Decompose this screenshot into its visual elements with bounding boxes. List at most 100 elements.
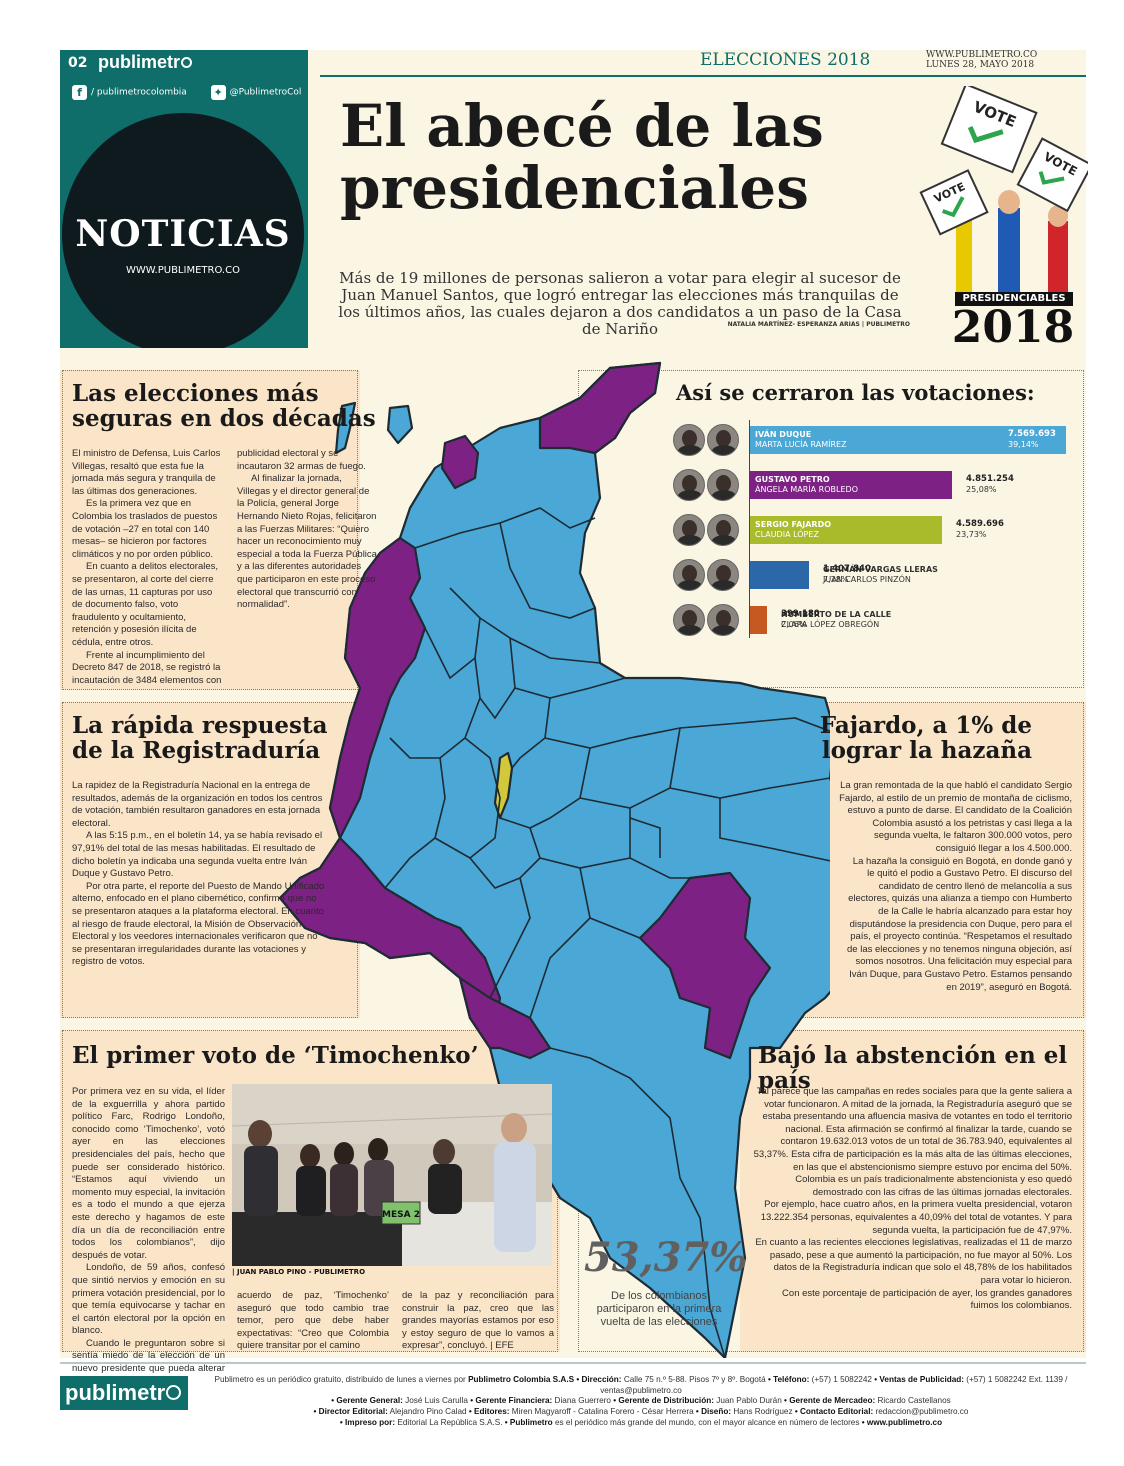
brand-name: publimetr	[98, 52, 181, 72]
footer-rule	[60, 1362, 1086, 1364]
map-region-guajira	[538, 361, 662, 455]
running-mate-photo	[707, 559, 739, 591]
column-timochenko-2: acuerdo de paz, ‘Timochenko’ aseguró que…	[237, 1290, 389, 1353]
footer-value: Miren Magyaroff - Catalina Forero - Césa…	[511, 1407, 694, 1417]
participation-caption: De los colombianos participaron en la pr…	[596, 1290, 722, 1328]
border-seguras	[62, 370, 358, 690]
panel-fajardo	[780, 702, 1086, 1018]
mesa-sign: MESA 2	[382, 1210, 420, 1220]
paragraph: El ministro de Defensa, Luis Carlos Vill…	[72, 448, 221, 497]
heading-fajardo-line-1: Fajardo, a 1% de	[819, 712, 1032, 739]
section-url[interactable]: WWW.PUBLIMETRO.CO	[126, 265, 240, 276]
heading-timochenko: El primer voto de ‘Timochenko’	[72, 1042, 479, 1069]
facebook-handle[interactable]: / publimetrocolombia	[91, 87, 187, 98]
footer-label: • Impreso por:	[339, 1417, 396, 1427]
result-bar	[750, 426, 1066, 454]
running-mate-name: JUAN CARLOS PINZÓN	[823, 575, 911, 584]
candidate-photo	[673, 424, 705, 456]
paragraph: Tal parece que las campañas en redes soc…	[753, 1086, 1072, 1173]
presidenciables-year: 2018	[951, 302, 1075, 353]
footer-site-link[interactable]: • www.publimetro.co	[861, 1417, 943, 1427]
paragraph: publicidad electoral y se incautaron 32 …	[237, 448, 366, 472]
footer-value: Editorial La República S.A.S.	[397, 1417, 503, 1427]
vote-count: 1.407.840	[823, 564, 871, 574]
participation-figure: 53,37%	[584, 1234, 748, 1281]
social-links: f / publimetrocolombia ✦ @PublimetroCol	[72, 85, 301, 100]
panel-seguras	[60, 370, 360, 690]
issue-date: LUNES 28, MAYO 2018	[926, 60, 1035, 70]
red-sleeve	[1048, 221, 1068, 296]
blue-sleeve	[998, 208, 1020, 296]
candidate-name: GUSTAVO PETRO	[755, 475, 830, 484]
brand-logo: publimetr	[98, 52, 193, 73]
section-circle: NOTICIAS WWW.PUBLIMETRO.CO	[62, 113, 304, 348]
footer-phone: (+57) 1 5082242	[811, 1375, 872, 1384]
candidate-name: GERMÁN VARGAS LLERAS	[823, 565, 938, 574]
results-title: Así se cerraron las votaciones:	[676, 380, 1035, 405]
globe-icon	[181, 57, 193, 68]
running-mate-photo	[707, 514, 739, 546]
footer-credits: Publimetro es un periódico gratuito, dis…	[196, 1375, 1086, 1429]
running-mate-photo	[707, 469, 739, 501]
footer-label: • Contacto Editorial:	[794, 1407, 874, 1417]
footer-line-2: • Gerente General: José Luis Carulla • G…	[196, 1396, 1086, 1407]
map-region-putumayo	[458, 976, 552, 1060]
footer-label: • Gerente de Mercadeo:	[784, 1396, 876, 1406]
section-title: NOTICIAS	[75, 213, 291, 255]
vote-percent: 23,73%	[956, 530, 987, 539]
column-seguras-2: publicidad electoral y se incautaron 32 …	[237, 448, 377, 612]
candidate-photo	[673, 559, 705, 591]
footer-line-1: Publimetro es un periódico gratuito, dis…	[196, 1375, 1086, 1396]
running-mate-photo	[707, 604, 739, 636]
site-url[interactable]: WWW.PUBLIMETRO.CO	[926, 50, 1038, 60]
candidate-photo	[673, 514, 705, 546]
column-abstencion: Tal parece que las campañas en redes soc…	[752, 1086, 1072, 1313]
running-mate-name: MARTA LUCÍA RAMÍREZ	[755, 440, 847, 449]
vote-percent: 7,28%	[823, 575, 849, 584]
panel-registraduria	[60, 702, 360, 1018]
twitter-handle[interactable]: @PublimetroCol	[229, 87, 302, 98]
running-mate-photo	[707, 424, 739, 456]
results-axis	[749, 420, 750, 638]
heading-registraduria: La rápida respuesta de la Registraduría	[72, 713, 328, 763]
footer-ads: (+57) 1 5082242 Ext. 1139 / ventas@publi…	[600, 1375, 1068, 1395]
heading-registraduria-line-1: La rápida respuesta	[72, 712, 328, 739]
footer-brand: publimetr	[65, 1380, 166, 1405]
footer-label: • Gerente de Distribución:	[613, 1396, 714, 1406]
running-mate-name: CLARA LÓPEZ OBREGÓN	[781, 620, 880, 629]
candidate-name: IVÁN DUQUE	[755, 430, 812, 439]
heading-seguras-line-2: seguras en dos décadas	[72, 405, 376, 432]
byline: NATALIA MARTÍNEZ- ESPERANZA ARIAS | PUBL…	[727, 321, 910, 328]
footer-label: • Gerente General:	[331, 1396, 403, 1406]
footer-email[interactable]: redaccion@publimetro.co	[875, 1407, 969, 1417]
footer-logo: publimetr	[60, 1376, 188, 1410]
column-registraduria: La rapidez de la Registraduría Nacional …	[72, 780, 328, 969]
candidate-name: SERGIO FAJARDO	[755, 520, 832, 529]
heading-seguras-line-1: Las elecciones más	[72, 380, 319, 407]
paragraph: A las 5:15 p.m., en el boletín 14, ya se…	[72, 830, 323, 880]
vote-percent: 2,06%	[781, 620, 807, 629]
paragraph: Con este porcentaje de participación de …	[782, 1287, 1072, 1312]
vote-count: 399.180	[781, 609, 820, 619]
candidate-photo	[673, 604, 705, 636]
footer-label: • Editores:	[468, 1407, 510, 1417]
column-fajardo: La gran remontada de la que habló el can…	[838, 780, 1072, 994]
heading-fajardo: Fajardo, a 1% de lograr la hazaña	[794, 713, 1032, 763]
main-headline: El abecé de las presidenciales	[340, 95, 900, 219]
footer-label: • Director Editorial:	[313, 1407, 388, 1417]
result-bar	[750, 606, 767, 634]
footer-value: Juan Pablo Durán	[716, 1396, 782, 1406]
result-bar	[750, 516, 942, 544]
running-mate-name: CLAUDIA LÓPEZ	[755, 530, 819, 539]
paragraph: Londoño, de 59 años, confesó que sintió …	[72, 1262, 225, 1337]
header-rule	[320, 75, 1086, 77]
column-timochenko-1: Por primera vez en su vida, el líder de …	[72, 1086, 225, 1388]
footer-label: • Gerente Financiera:	[470, 1396, 553, 1406]
footer-label: • Publimetro	[504, 1417, 553, 1427]
vote-count: 4.589.696	[956, 519, 1004, 529]
paragraph: de la paz y reconciliación para construi…	[402, 1290, 554, 1352]
heading-registraduria-line-2: de la Registraduría	[72, 737, 321, 764]
result-bar	[750, 471, 952, 499]
candidate-name: HUMBERTO DE LA CALLE	[781, 610, 892, 619]
